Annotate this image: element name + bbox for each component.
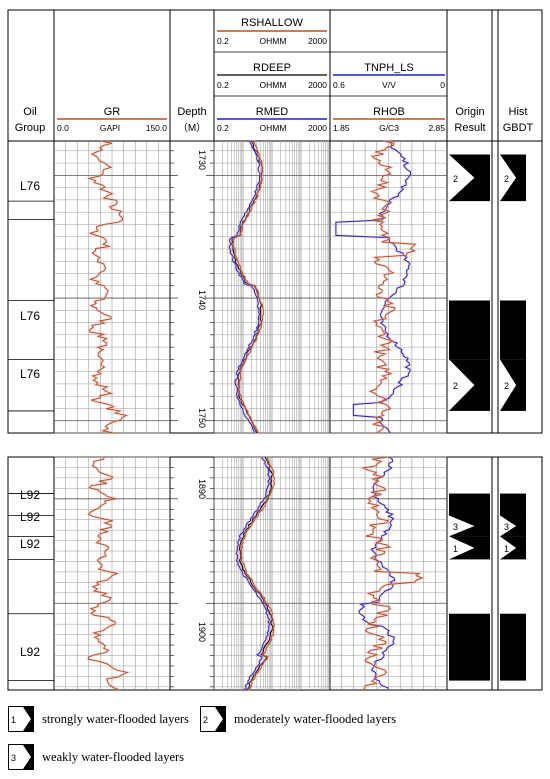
origin-result-class: 2	[453, 174, 458, 184]
depth-label: 1730	[197, 150, 207, 170]
rmed-curve	[235, 456, 271, 691]
origin-result-arrow	[449, 515, 475, 537]
tnph-min: 0.6	[333, 80, 345, 90]
hist-result-arrow	[500, 359, 517, 411]
rhob-curve	[361, 456, 424, 691]
rhob-track-title: RHOB	[373, 106, 405, 118]
panel-lower: 3 1 3 1	[7, 455, 543, 692]
rmed-unit: OHMM	[260, 123, 287, 133]
hist-result-arrow	[500, 154, 517, 202]
gr-min: 0.0	[57, 123, 69, 133]
tnph-max: 0	[440, 80, 445, 90]
rshallow-curve	[232, 140, 265, 434]
depth-header-line1: Depth	[177, 106, 206, 118]
gr-track-title: GR	[104, 106, 121, 118]
oil-group-layer-label: L92	[20, 488, 40, 502]
legend-label: moderately water-flooded layers	[234, 711, 397, 726]
origin-result-arrow	[449, 154, 475, 202]
rshallow-track-title: RSHALLOW	[241, 17, 303, 29]
rmed-curve	[228, 140, 261, 434]
rhob-min: 1.85	[333, 123, 350, 133]
rmed-min: 0.2	[217, 123, 229, 133]
well-log-plot: Oil Group GR 0.0 GAPI 150.0 Depth （M） RS…	[7, 9, 543, 692]
depth-label: 1900	[197, 622, 207, 642]
oil-group-layer-label: L76	[20, 367, 40, 381]
origin-result-box	[449, 493, 490, 516]
hist-result-class: 1	[504, 544, 509, 554]
hist-result-arrow	[500, 515, 517, 537]
rshallow-unit: OHMM	[260, 36, 287, 46]
hist-result-class: 3	[504, 522, 509, 532]
legend-number: 3	[11, 753, 16, 763]
panel-upper: 2 2 2 2	[7, 139, 543, 435]
depth-label: 1750	[197, 408, 207, 428]
legend: 1 strongly water-flooded layers 2 modera…	[0, 700, 550, 779]
oil-group-layer-label: L92	[20, 510, 40, 524]
origin-result-arrow	[449, 536, 475, 560]
gr-curve	[87, 140, 128, 434]
oil-group-layer-label: L76	[20, 179, 40, 193]
hist-result-box	[500, 493, 526, 516]
hist-header-line1: Hist	[509, 106, 528, 118]
hist-result-class: 2	[504, 381, 509, 391]
origin-result-class: 3	[453, 522, 458, 532]
origin-result-box	[449, 300, 490, 360]
rdeep-min: 0.2	[217, 80, 229, 90]
tnph-unit: V/V	[382, 80, 396, 90]
legend-item-strong: 1 strongly water-flooded layers	[8, 706, 189, 732]
origin-header-line2: Result	[454, 122, 485, 134]
hist-result-box	[500, 300, 526, 360]
rshallow-curve	[240, 456, 276, 691]
legend-marker: 3	[8, 744, 34, 770]
depth-label: 1890	[197, 479, 207, 499]
origin-result-class: 1	[453, 544, 458, 554]
rshallow-min: 0.2	[217, 36, 229, 46]
origin-result-box	[449, 613, 490, 681]
rhob-curve	[368, 140, 417, 434]
rhob-unit: G/C3	[379, 123, 399, 133]
origin-result-arrow	[449, 359, 475, 411]
hist-result-arrow	[500, 536, 517, 560]
legend-number: 1	[11, 715, 16, 725]
oil-group-header-line1: Oil	[23, 106, 36, 118]
gr-max: 150.0	[146, 123, 168, 133]
rdeep-curve	[238, 456, 274, 691]
tnph-track-title: TNPH_LS	[364, 62, 414, 74]
oil-group-header-line2: Group	[15, 122, 46, 134]
rdeep-unit: OHMM	[260, 80, 287, 90]
rshallow-max: 2000	[308, 36, 327, 46]
legend-item-weak: 3 weakly water-flooded layers	[8, 744, 184, 770]
log-tracks: 2 2 2 2 3 1 3 1	[7, 9, 543, 692]
depth-label: 1740	[197, 290, 207, 310]
gr-unit: GAPI	[100, 123, 120, 133]
tnph-curve	[335, 140, 412, 434]
gr-curve	[87, 456, 130, 691]
origin-result-class: 2	[453, 381, 458, 391]
legend-number: 2	[203, 715, 208, 725]
rhob-max: 2.85	[428, 123, 445, 133]
oil-group-layer-label: L92	[20, 645, 40, 659]
legend-label: weakly water-flooded layers	[42, 749, 185, 764]
legend-item-moderate: 2 moderately water-flooded layers	[200, 706, 396, 732]
legend-label: strongly water-flooded layers	[42, 711, 189, 726]
rdeep-max: 2000	[308, 80, 327, 90]
origin-header-line1: Origin	[455, 106, 484, 118]
oil-group-layer-label: L92	[20, 537, 40, 551]
rdeep-track-title: RDEEP	[253, 62, 291, 74]
legend-marker: 2	[200, 706, 226, 732]
rmed-track-title: RMED	[256, 106, 288, 118]
hist-result-class: 2	[504, 174, 509, 184]
rmed-max: 2000	[308, 123, 327, 133]
hist-result-box	[500, 613, 526, 681]
depth-header-line2: （M）	[178, 122, 206, 134]
oil-group-layer-label: L76	[20, 309, 40, 323]
hist-header-line2: GBDT	[503, 122, 534, 134]
legend-marker: 1	[8, 706, 34, 732]
